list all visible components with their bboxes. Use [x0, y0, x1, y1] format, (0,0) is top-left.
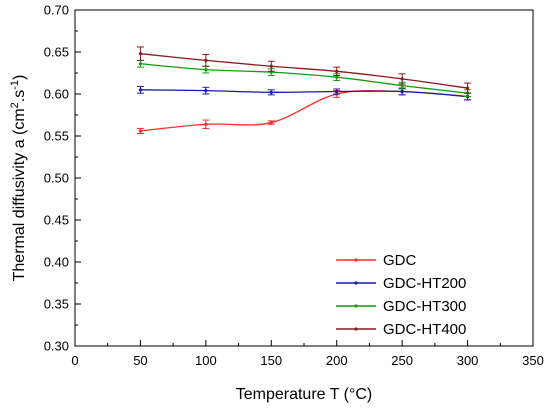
legend-item: GDC-HT400	[336, 321, 466, 338]
y-axis-label-sup1: 2	[9, 102, 21, 108]
y-axis-label-mid: .s	[11, 90, 28, 102]
series-line	[140, 90, 468, 132]
y-tick-label: 0.45	[44, 213, 69, 228]
y-axis-label-main: Thermal diffusivity a (cm	[11, 108, 28, 281]
data-point	[400, 84, 404, 88]
legend-item: GDC-HT300	[336, 298, 466, 315]
x-tick-label: 350	[522, 353, 544, 368]
data-point	[269, 64, 273, 68]
x-tick-label: 100	[195, 353, 217, 368]
x-tick-label: 250	[391, 353, 413, 368]
y-tick-label: 0.60	[44, 87, 69, 102]
y-axis-ticks: 0.30 0.35 0.40 0.45 0.50 0.55 0.60 0.65 0.70	[44, 3, 81, 354]
x-tick-label: 200	[326, 353, 348, 368]
x-tick-label: 150	[260, 353, 282, 368]
data-point	[400, 89, 404, 94]
data-point	[465, 86, 470, 90]
series-gdc-ht200	[136, 85, 472, 101]
legend-marker	[354, 258, 358, 262]
legend-marker	[354, 281, 358, 285]
legend-label: GDC-HT200	[383, 275, 466, 292]
data-point	[335, 75, 339, 79]
legend: GDC GDC-HT200 GDC-HT300 GDC-HT400	[336, 252, 466, 338]
legend-marker	[354, 327, 358, 331]
data-point	[204, 68, 208, 72]
data-point	[204, 122, 208, 126]
series-line	[140, 63, 468, 94]
y-tick-label: 0.65	[44, 45, 69, 60]
data-point	[269, 120, 273, 125]
data-series	[136, 46, 472, 134]
legend-label: GDC	[383, 252, 417, 269]
series-gdc-ht300	[136, 59, 472, 98]
data-point	[204, 58, 208, 63]
data-point	[138, 88, 143, 92]
data-point	[269, 90, 273, 94]
x-tick-label: 0	[71, 353, 78, 368]
y-axis-label: Thermal diffusivity a (cm2.s-1)	[9, 75, 28, 282]
data-point	[204, 89, 208, 93]
x-tick-label: 300	[457, 353, 479, 368]
data-point	[400, 77, 404, 81]
data-point	[335, 89, 339, 94]
series-line	[140, 53, 468, 89]
legend-item: GDC	[336, 252, 417, 269]
series-gdc	[136, 87, 472, 134]
y-tick-label: 0.35	[44, 297, 69, 312]
series-line	[140, 89, 468, 98]
x-axis-label: Temperature T (°C)	[236, 386, 373, 403]
data-point	[138, 52, 143, 56]
y-axis-label-end: )	[11, 75, 28, 80]
series-gdc-ht400	[136, 46, 472, 94]
data-point	[335, 69, 339, 73]
data-point	[138, 129, 143, 133]
y-tick-label: 0.30	[44, 339, 69, 354]
legend-marker	[354, 304, 358, 308]
legend-label: GDC-HT300	[383, 298, 466, 315]
x-tick-label: 50	[133, 353, 147, 368]
y-tick-label: 0.70	[44, 3, 69, 18]
y-tick-label: 0.55	[44, 129, 69, 144]
data-point	[138, 62, 143, 66]
y-tick-label: 0.50	[44, 171, 69, 186]
y-axis-label-sup2: -1	[9, 80, 21, 90]
legend-label: GDC-HT400	[383, 321, 466, 338]
y-tick-label: 0.40	[44, 255, 69, 270]
legend-item: GDC-HT200	[336, 275, 466, 292]
x-axis-ticks: 0 50 100 150 200 250 300 350	[71, 340, 544, 368]
